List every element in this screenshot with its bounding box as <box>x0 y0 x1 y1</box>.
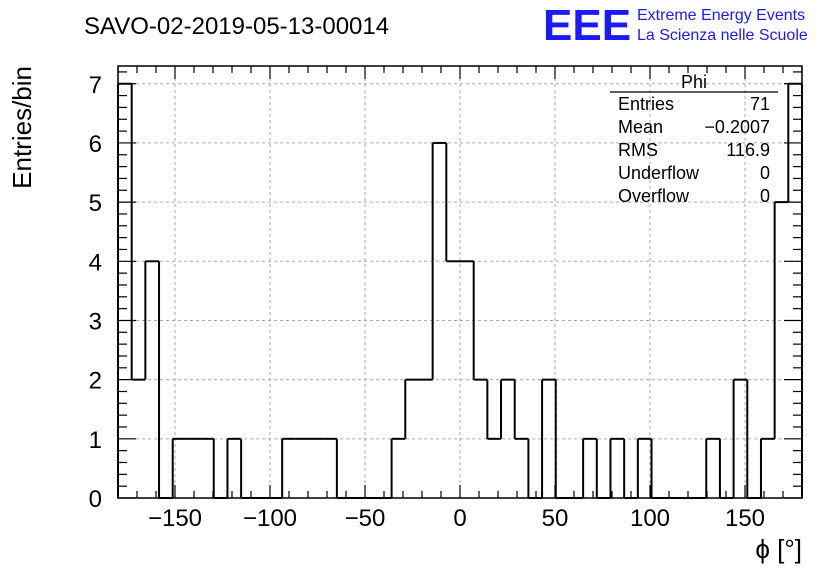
stats-title: Phi <box>681 72 707 92</box>
stats-value: 71 <box>750 94 770 114</box>
eee-logo-mark: EEE <box>543 1 631 50</box>
stats-value: 116.9 <box>726 140 770 160</box>
y-tick-label: 7 <box>89 72 102 99</box>
x-tick-label: 150 <box>725 505 765 532</box>
y-tick-label: 4 <box>89 249 102 276</box>
stats-value: 0 <box>760 163 770 183</box>
y-tick-label: 5 <box>89 190 102 217</box>
y-tick-label: 1 <box>89 427 102 454</box>
stats-label: Entries <box>618 94 674 114</box>
x-tick-label: −50 <box>345 505 386 532</box>
stats-label: Underflow <box>618 163 700 183</box>
x-tick-label: 100 <box>630 505 670 532</box>
x-tick-label: −150 <box>148 505 202 532</box>
axis-ticks <box>117 66 803 499</box>
stats-value: −0.2007 <box>704 117 770 137</box>
x-tick-label: 0 <box>453 505 466 532</box>
y-tick-label: 0 <box>89 486 102 513</box>
y-tick-label: 2 <box>89 368 102 395</box>
eee-logo: EEE Extreme Energy Events La Scienza nel… <box>543 1 808 50</box>
y-tick-label: 3 <box>89 308 102 335</box>
x-axis-title: ϕ [°] <box>755 534 802 564</box>
stats-label: Mean <box>618 117 663 137</box>
run-title: SAVO-02-2019-05-13-00014 <box>84 13 389 40</box>
logo-line-2: La Scienza nelle Scuole <box>637 27 808 44</box>
stats-label: Overflow <box>618 186 690 206</box>
y-axis-title: Entries/bin <box>7 66 37 189</box>
stats-box: Phi Entries 71 Mean −0.2007 RMS 116.9 Underflo… <box>610 72 778 206</box>
y-tick-label: 6 <box>89 131 102 158</box>
stats-label: RMS <box>618 140 658 160</box>
stats-value: 0 <box>760 186 770 206</box>
x-tick-label: 50 <box>542 505 569 532</box>
y-tick-labels: 0 1 2 3 4 5 6 7 <box>89 72 102 513</box>
x-tick-label: −100 <box>243 505 297 532</box>
logo-line-1: Extreme Energy Events <box>637 7 805 24</box>
x-tick-labels: −150 −100 −50 0 50 100 150 <box>148 505 765 532</box>
